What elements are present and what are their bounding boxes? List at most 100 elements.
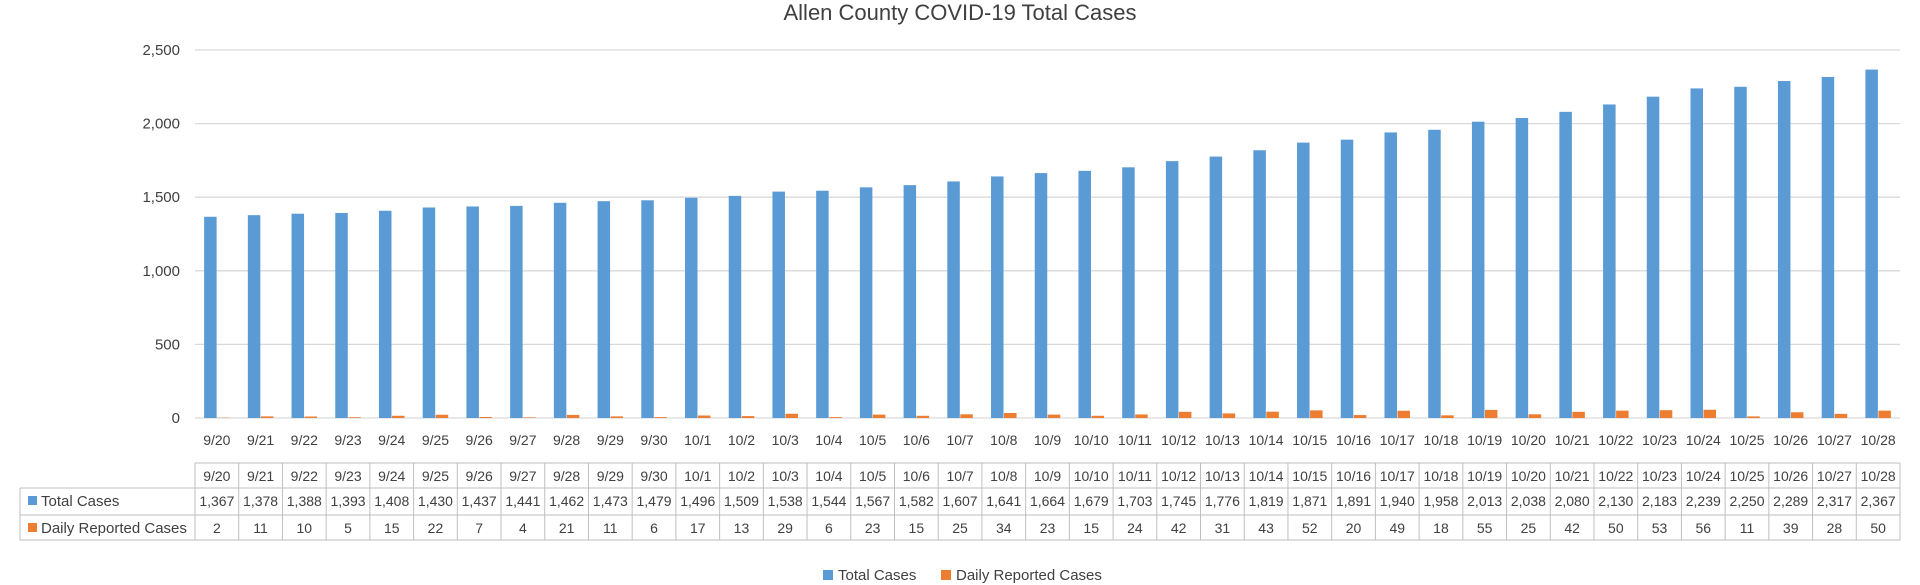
x-tick-label: 10/6 <box>903 432 930 448</box>
table-header-cell: 9/23 <box>334 468 361 484</box>
table-value-cell: 23 <box>1040 520 1056 536</box>
table-value-cell: 1,871 <box>1292 493 1327 509</box>
x-tick-label: 9/23 <box>334 432 361 448</box>
table-value-cell: 1,367 <box>199 493 234 509</box>
table-value-cell: 29 <box>777 520 793 536</box>
x-tick-label: 10/18 <box>1423 432 1458 448</box>
x-tick-label: 10/21 <box>1555 432 1590 448</box>
table-header-cell: 10/23 <box>1642 468 1677 484</box>
x-tick-label: 10/27 <box>1817 432 1852 448</box>
table-value-cell: 1,437 <box>462 493 497 509</box>
table-value-cell: 1,703 <box>1117 493 1152 509</box>
x-tick-label: 10/19 <box>1467 432 1502 448</box>
data-table: 9/20 9/21 9/22 9/23 9/24 9/25 9/26 9/27 9/28 9/29… <box>19 462 1901 541</box>
y-tick-label: 500 <box>155 336 180 353</box>
bar-daily-reported-cases <box>698 415 711 418</box>
bar-total-cases <box>597 201 611 418</box>
table-value-cell: 24 <box>1127 520 1143 536</box>
bar-daily-reported-cases <box>1266 411 1279 418</box>
table-header-cell: 10/8 <box>990 468 1017 484</box>
bar-total-cases <box>247 215 261 418</box>
x-tick-label: 10/15 <box>1292 432 1327 448</box>
table-value-cell: 2,289 <box>1773 493 1808 509</box>
table-value-cell: 17 <box>690 520 706 536</box>
bar-total-cases <box>903 185 917 418</box>
bar-daily-reported-cases <box>829 417 842 418</box>
x-tick-label: 9/28 <box>553 432 580 448</box>
table-value-cell: 1,538 <box>768 493 803 509</box>
table-value-cell: 1,509 <box>724 493 759 509</box>
table-value-cell: 1,479 <box>637 493 672 509</box>
x-tick-label: 9/26 <box>466 432 493 448</box>
legend-label-total-cases: Total Cases <box>838 567 916 584</box>
table-value-cell: 55 <box>1477 520 1493 536</box>
bar-total-cases <box>1209 156 1223 418</box>
table-header-cell: 10/25 <box>1729 468 1764 484</box>
bar-total-cases <box>378 210 392 418</box>
bar-daily-reported-cases <box>1310 410 1323 418</box>
x-tick-label: 10/8 <box>990 432 1017 448</box>
table-value-cell: 22 <box>428 520 444 536</box>
table-value-cell: 15 <box>1083 520 1099 536</box>
table-header-cell: 10/13 <box>1205 468 1240 484</box>
table-header-cell: 10/24 <box>1686 468 1721 484</box>
table-value-cell: 2,239 <box>1686 493 1721 509</box>
table-value-cell: 1,582 <box>899 493 934 509</box>
y-axis: 0 500 1,000 1,500 2,000 2,500 <box>142 42 180 427</box>
bar-daily-reported-cases <box>1790 412 1804 418</box>
table-value-cell: 31 <box>1215 520 1231 536</box>
table-header-cell: 9/30 <box>640 468 667 484</box>
bar-total-cases <box>728 195 742 418</box>
table-row-label: Daily Reported Cases <box>41 520 187 537</box>
table-value-cell: 1,958 <box>1423 493 1458 509</box>
table-header-cell: 10/17 <box>1380 468 1415 484</box>
table-value-cell: 2,080 <box>1555 493 1590 509</box>
bar-total-cases <box>1603 104 1616 419</box>
bar-total-cases <box>816 190 829 418</box>
x-tick-label: 9/20 <box>203 432 230 448</box>
bars <box>204 69 1891 419</box>
table-header-cell: 10/19 <box>1467 468 1502 484</box>
bar-total-cases <box>553 202 567 418</box>
table-value-cell: 1,393 <box>330 493 365 509</box>
y-tick-label: 1,500 <box>142 189 180 206</box>
table-header-cell: 9/20 <box>203 468 230 484</box>
bar-total-cases <box>1734 86 1747 419</box>
table-value-cell: 39 <box>1783 520 1799 536</box>
bar-daily-reported-cases <box>1178 411 1192 418</box>
bar-daily-reported-cases <box>1004 412 1017 418</box>
table-value-cell: 1,891 <box>1336 493 1371 509</box>
table-header-cell: 9/28 <box>553 468 580 484</box>
bar-total-cases <box>1297 142 1310 418</box>
x-tick-label: 9/24 <box>378 432 405 448</box>
table-value-cell: 15 <box>909 520 925 536</box>
table-value-cell: 10 <box>297 520 313 536</box>
table-value-cell: 11 <box>1740 520 1755 536</box>
bar-daily-reported-cases <box>1353 415 1367 418</box>
table-value-cell: 1,496 <box>680 493 715 509</box>
table-value-cell: 34 <box>996 520 1012 536</box>
x-tick-label: 9/30 <box>640 432 667 448</box>
table-value-cell: 1,940 <box>1380 493 1415 509</box>
table-value-cell: 1,544 <box>811 493 846 509</box>
x-tick-label: 10/13 <box>1205 432 1240 448</box>
bar-total-cases <box>947 181 960 418</box>
bar-total-cases <box>466 206 479 418</box>
table-value-cell: 1,679 <box>1074 493 1109 509</box>
table-value-cell: 2,183 <box>1642 493 1677 509</box>
table-value-cell: 1,462 <box>549 493 584 509</box>
table-value-cell: 1,473 <box>593 493 628 509</box>
legend-key-total-cases <box>823 570 833 580</box>
table-value-cell: 6 <box>650 520 658 536</box>
bar-daily-reported-cases <box>1397 410 1410 418</box>
table-value-cell: 6 <box>825 520 833 536</box>
table-value-cell: 1,641 <box>986 493 1021 509</box>
bar-total-cases <box>1515 118 1529 418</box>
table-value-cell: 2,317 <box>1817 493 1852 509</box>
bar-total-cases <box>1821 76 1835 419</box>
table-header-cell: 10/28 <box>1861 468 1896 484</box>
table-value-cell: 25 <box>1521 520 1537 536</box>
x-tick-label: 10/11 <box>1118 432 1152 448</box>
bar-daily-reported-cases <box>1441 415 1454 418</box>
x-tick-label: 10/10 <box>1074 432 1109 448</box>
